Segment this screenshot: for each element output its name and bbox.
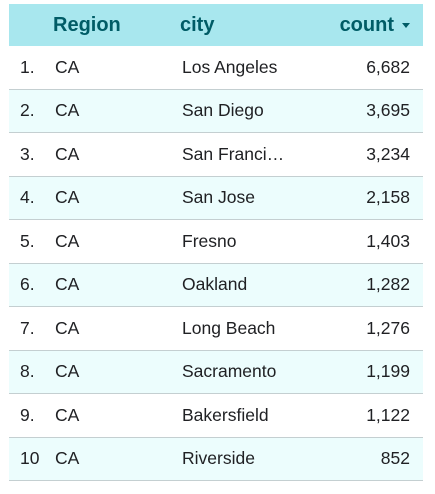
cell-count: 1,403 bbox=[366, 230, 410, 251]
row-index: 4. bbox=[20, 187, 35, 208]
cell-city: Long Beach bbox=[182, 317, 276, 338]
cell-city: Los Angeles bbox=[182, 56, 278, 77]
cell-region: CA bbox=[55, 404, 80, 425]
cell-city: Fresno bbox=[182, 230, 237, 251]
cell-region: CA bbox=[55, 274, 80, 295]
table-row[interactable]: 1. CA Los Angeles 6,682 bbox=[9, 46, 423, 90]
row-index: 5. bbox=[20, 230, 35, 251]
cell-city: San Franci… bbox=[182, 143, 285, 164]
cell-region: CA bbox=[55, 187, 80, 208]
cell-city: Bakersfield bbox=[182, 404, 269, 425]
table-row[interactable]: 2. CA San Diego 3,695 bbox=[9, 89, 423, 133]
cell-region: CA bbox=[55, 230, 80, 251]
header-count-label: count bbox=[339, 13, 394, 36]
row-index: 8. bbox=[20, 361, 35, 382]
table-row[interactable]: 4. CA San Jose 2,158 bbox=[9, 176, 423, 220]
caret-down-icon[interactable] bbox=[402, 23, 410, 28]
row-index: 3. bbox=[20, 143, 35, 164]
cell-count: 852 bbox=[380, 448, 410, 469]
table-row[interactable]: 9. CA Bakersfield 1,122 bbox=[9, 394, 423, 438]
cell-count: 1,282 bbox=[366, 274, 410, 295]
row-index: 9. bbox=[20, 404, 35, 425]
cell-region: CA bbox=[55, 448, 80, 469]
data-table: Region city count 1. CA Los Angeles 6,682 2.… bbox=[9, 4, 423, 481]
table-header: Region city count bbox=[9, 4, 423, 46]
cell-region: CA bbox=[55, 56, 80, 77]
header-count[interactable]: count bbox=[330, 14, 423, 37]
cell-city: San Diego bbox=[182, 100, 264, 121]
cell-region: CA bbox=[55, 317, 80, 338]
row-index: 2. bbox=[20, 100, 35, 121]
table-row[interactable]: 8. CA Sacramento 1,199 bbox=[9, 350, 423, 394]
table-row[interactable]: 6. CA Oakland 1,282 bbox=[9, 263, 423, 307]
table-row[interactable]: 10 CA Riverside 852 bbox=[9, 437, 423, 481]
cell-count: 3,695 bbox=[366, 100, 410, 121]
table-body: 1. CA Los Angeles 6,682 2. CA San Diego 3,695 3.… bbox=[9, 46, 423, 481]
table-row[interactable]: 5. CA Fresno 1,403 bbox=[9, 220, 423, 264]
cell-city: San Jose bbox=[182, 187, 255, 208]
row-index: 6. bbox=[20, 274, 35, 295]
row-index: 10 bbox=[20, 448, 40, 469]
table-row[interactable]: 7. CA Long Beach 1,276 bbox=[9, 307, 423, 351]
cell-count: 2,158 bbox=[366, 187, 410, 208]
cell-count: 1,122 bbox=[366, 404, 410, 425]
header-region[interactable]: Region bbox=[53, 13, 121, 36]
cell-count: 6,682 bbox=[366, 56, 410, 77]
row-index: 1. bbox=[20, 56, 35, 77]
cell-city: Oakland bbox=[182, 274, 248, 295]
table-row[interactable]: 3. CA San Franci… 3,234 bbox=[9, 133, 423, 177]
cell-count: 3,234 bbox=[366, 143, 410, 164]
header-city[interactable]: city bbox=[180, 13, 215, 36]
cell-count: 1,199 bbox=[366, 361, 410, 382]
cell-city: Riverside bbox=[182, 448, 255, 469]
cell-count: 1,276 bbox=[366, 317, 410, 338]
cell-region: CA bbox=[55, 143, 80, 164]
cell-city: Sacramento bbox=[182, 361, 277, 382]
cell-region: CA bbox=[55, 100, 80, 121]
row-index: 7. bbox=[20, 317, 35, 338]
cell-region: CA bbox=[55, 361, 80, 382]
